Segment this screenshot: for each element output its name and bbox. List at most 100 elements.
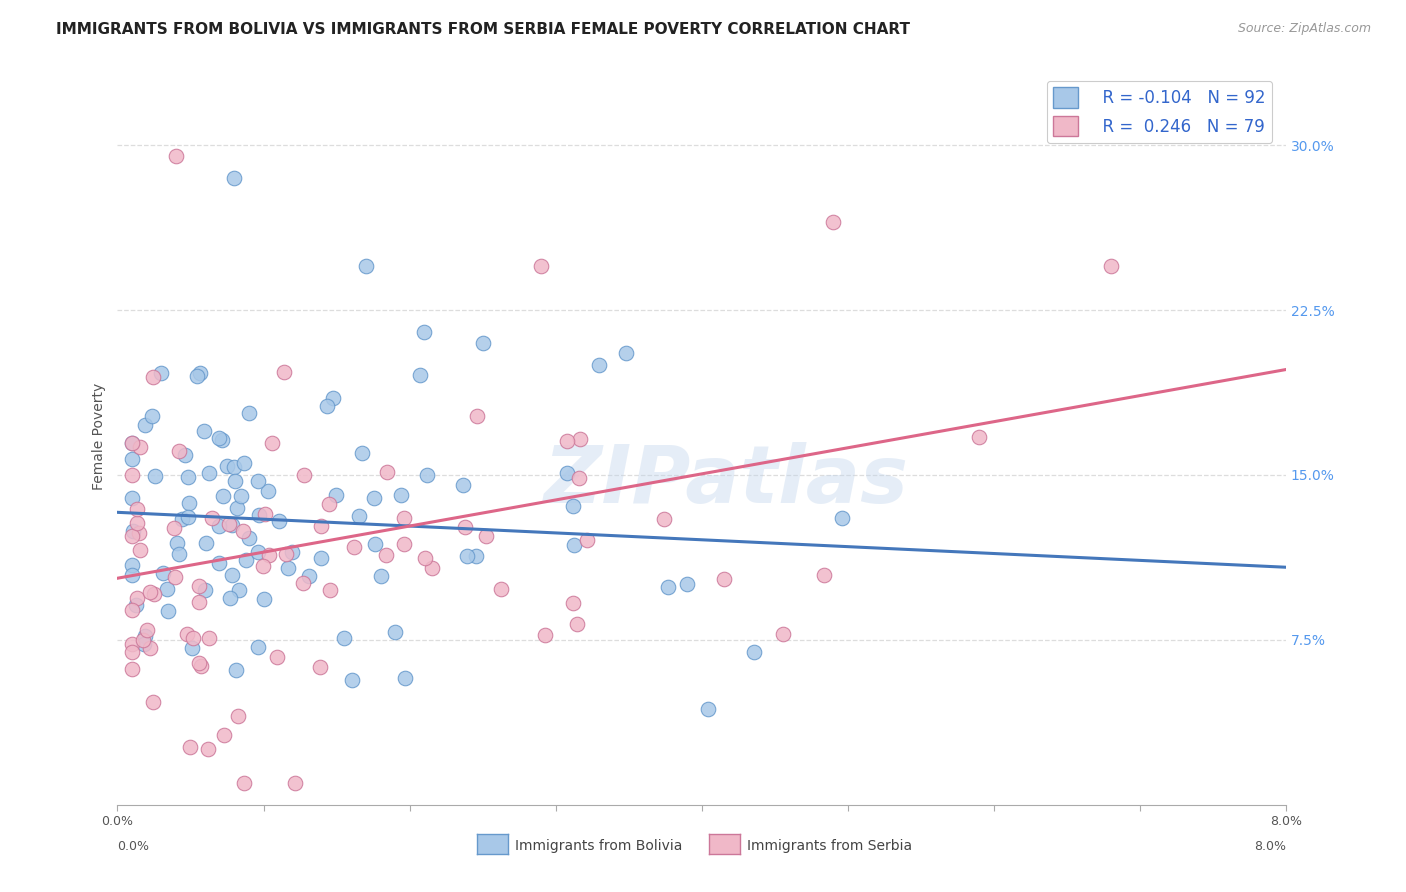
Point <box>121 637 143 651</box>
Point <box>142 369 165 384</box>
Point <box>697 701 720 715</box>
Point <box>125 501 148 516</box>
Point <box>253 592 276 607</box>
Point <box>246 545 269 559</box>
Point <box>354 259 377 273</box>
Point <box>143 587 166 601</box>
Point <box>456 549 478 564</box>
Point <box>238 406 260 420</box>
Point <box>568 432 591 446</box>
Point <box>277 561 299 575</box>
Point <box>183 631 205 645</box>
Point <box>121 435 143 450</box>
Point <box>139 585 162 599</box>
Point <box>267 514 290 528</box>
Point <box>318 497 340 511</box>
Point <box>969 430 991 444</box>
Point <box>246 640 269 654</box>
Point <box>675 577 697 591</box>
Point <box>530 259 553 273</box>
Point <box>413 325 436 339</box>
Point <box>121 567 143 582</box>
Point <box>121 491 143 505</box>
Point <box>127 516 149 530</box>
Point <box>131 632 153 647</box>
Point <box>121 524 143 539</box>
Point <box>125 599 148 613</box>
Point <box>163 570 186 584</box>
Text: Source: ZipAtlas.com: Source: ZipAtlas.com <box>1237 22 1371 36</box>
Point <box>167 444 190 458</box>
Point <box>208 431 231 445</box>
Point <box>152 566 174 581</box>
Point <box>208 557 231 571</box>
Point <box>1099 259 1122 273</box>
Point <box>375 466 398 480</box>
Point <box>588 358 610 372</box>
Point <box>121 451 143 466</box>
Point <box>221 518 243 533</box>
Point <box>224 474 246 488</box>
Point <box>207 519 229 533</box>
Y-axis label: Female Poverty: Female Poverty <box>93 383 107 490</box>
Point <box>291 576 314 591</box>
Point <box>121 662 143 676</box>
Text: 8.0%: 8.0% <box>1254 840 1286 853</box>
Point <box>121 436 143 450</box>
Point <box>218 517 240 532</box>
Point <box>225 664 247 678</box>
Point <box>134 637 156 651</box>
Point <box>247 475 270 489</box>
Point <box>138 640 160 655</box>
Point <box>187 579 209 593</box>
Point <box>186 368 208 383</box>
Point <box>475 529 498 543</box>
Point <box>343 541 366 555</box>
Point <box>713 572 735 586</box>
Point <box>257 548 280 562</box>
Point <box>247 508 270 522</box>
Point <box>197 467 219 481</box>
Point <box>273 365 295 379</box>
Point <box>121 645 143 659</box>
Point <box>332 631 354 645</box>
Point <box>143 468 166 483</box>
Point <box>389 488 412 502</box>
Point <box>260 436 283 450</box>
Point <box>555 434 578 449</box>
Legend:   R = -0.104   N = 92,   R =  0.246   N = 79: R = -0.104 N = 92, R = 0.246 N = 79 <box>1046 80 1272 143</box>
Point <box>226 500 249 515</box>
Point <box>232 456 254 470</box>
Point <box>128 526 150 541</box>
Point <box>534 628 557 642</box>
Point <box>562 538 585 552</box>
Point <box>772 627 794 641</box>
Point <box>489 582 512 596</box>
Point <box>394 536 416 550</box>
Point <box>129 440 152 454</box>
Point <box>174 448 197 462</box>
Point <box>257 484 280 499</box>
Point <box>652 512 675 526</box>
Point <box>319 582 342 597</box>
Point <box>465 409 488 423</box>
Point <box>408 368 430 383</box>
Point <box>197 741 219 756</box>
Point <box>215 458 238 473</box>
Point <box>363 537 385 551</box>
Point <box>252 558 274 573</box>
Point <box>614 345 637 359</box>
Point <box>384 625 406 640</box>
Point <box>266 650 288 665</box>
Point <box>121 558 143 572</box>
Point <box>565 617 588 632</box>
Point <box>228 582 250 597</box>
Point <box>831 511 853 525</box>
Point <box>280 545 302 559</box>
Point <box>363 491 385 505</box>
Point <box>413 550 436 565</box>
Point <box>224 460 246 475</box>
Point <box>297 569 319 583</box>
Point <box>176 470 198 484</box>
Point <box>188 366 211 380</box>
